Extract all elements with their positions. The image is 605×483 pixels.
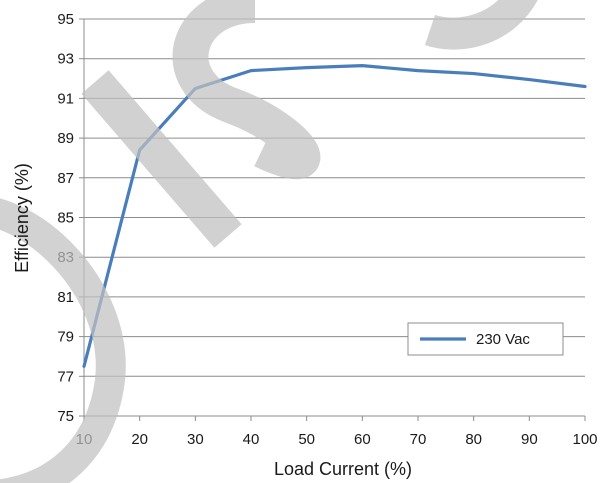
series-lines <box>82 64 587 368</box>
x-tick-label: 30 <box>187 431 204 448</box>
y-tick-label: 77 <box>57 368 74 385</box>
x-tick-label: 80 <box>465 431 482 448</box>
watermark-letter-d <box>0 198 126 483</box>
watermark-letter-s <box>172 0 320 180</box>
y-tick-label: 75 <box>57 408 74 425</box>
x-axis-title: Load Current (%) <box>274 459 412 479</box>
y-tick-label: 89 <box>57 130 74 147</box>
y-tick-label: 95 <box>57 11 74 28</box>
legend: 230 Vac <box>407 322 564 356</box>
x-tick-label: 20 <box>131 431 148 448</box>
y-tick-label: 87 <box>57 170 74 187</box>
x-tick-label: 40 <box>243 431 260 448</box>
x-tick-label: 70 <box>410 431 427 448</box>
y-tick-label: 81 <box>57 289 74 306</box>
x-tick-label: 100 <box>572 431 597 448</box>
x-tick-label: 60 <box>354 431 371 448</box>
y-axis-title: Efficiency (%) <box>12 163 32 273</box>
legend-label: 230 Vac <box>476 331 530 348</box>
y-tick-label: 93 <box>57 51 74 68</box>
y-tick-label: 91 <box>57 90 74 107</box>
series-line-0 <box>82 64 587 368</box>
y-tick-label: 79 <box>57 329 74 346</box>
x-tick-label: 50 <box>298 431 315 448</box>
watermark-letter-c <box>424 0 538 50</box>
watermark <box>0 0 538 483</box>
y-tick-label: 85 <box>57 210 74 227</box>
x-tick-label: 90 <box>521 431 538 448</box>
watermark-letter-i <box>81 70 242 248</box>
